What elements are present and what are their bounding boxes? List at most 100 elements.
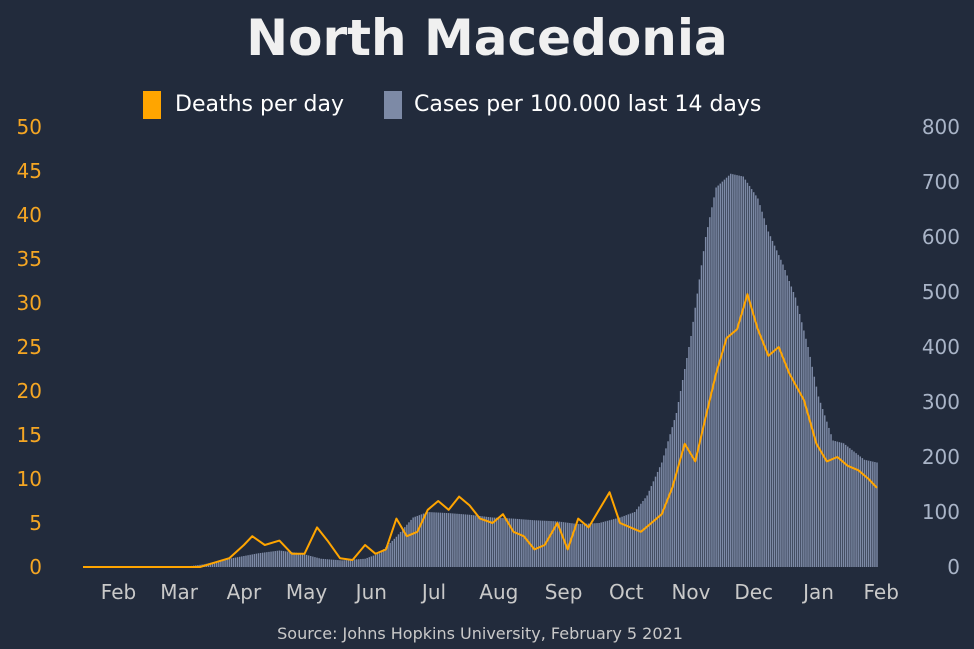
cases-bar bbox=[863, 459, 866, 567]
cases-bar bbox=[876, 462, 878, 567]
cases-bar bbox=[554, 521, 556, 567]
cases-bar bbox=[625, 515, 627, 567]
cases-bar bbox=[456, 513, 458, 567]
cases-bar bbox=[717, 185, 719, 568]
cases-bar bbox=[443, 512, 446, 567]
left-axis-ticks: 0 5 10 15 20 25 30 35 40 45 50 bbox=[17, 115, 42, 579]
cases-bar bbox=[397, 534, 400, 567]
x-tick-label: Dec bbox=[734, 580, 773, 604]
cases-bar bbox=[819, 402, 822, 567]
cases-bar bbox=[420, 514, 423, 567]
cases-bar bbox=[560, 521, 563, 567]
cases-bar bbox=[387, 545, 389, 567]
cases-bar bbox=[236, 557, 239, 567]
cases-bar bbox=[245, 555, 247, 567]
cases-bar bbox=[801, 322, 803, 567]
cases-bar bbox=[665, 448, 667, 567]
x-tick-label: Oct bbox=[609, 580, 644, 604]
cases-bar bbox=[228, 558, 230, 567]
cases-bar bbox=[297, 552, 299, 567]
cases-bar bbox=[755, 195, 757, 568]
cases-bar bbox=[408, 522, 410, 567]
cases-bar bbox=[238, 556, 241, 567]
cases-bar bbox=[577, 524, 579, 567]
cases-bar bbox=[730, 173, 732, 567]
cases-bar bbox=[264, 552, 266, 567]
cases-bar bbox=[638, 506, 640, 567]
cases-bar bbox=[696, 293, 699, 567]
cases-bar bbox=[270, 551, 272, 567]
cases-bar bbox=[314, 557, 316, 567]
cases-bar bbox=[362, 558, 364, 567]
cases-bars bbox=[184, 173, 878, 568]
cases-bar bbox=[510, 518, 513, 567]
cases-bar bbox=[429, 512, 431, 567]
cases-bar bbox=[585, 523, 588, 567]
cases-bar bbox=[437, 512, 439, 567]
cases-bar bbox=[621, 516, 623, 567]
cases-bar bbox=[675, 413, 678, 567]
cases-bar bbox=[552, 521, 554, 567]
cases-bar bbox=[506, 518, 508, 567]
cases-bar bbox=[727, 175, 730, 567]
left-tick-label: 20 bbox=[17, 379, 42, 403]
cases-bar bbox=[320, 558, 322, 567]
cases-bar bbox=[550, 521, 552, 567]
cases-bar bbox=[427, 512, 429, 567]
right-tick-label: 300 bbox=[922, 390, 960, 414]
cases-bar bbox=[491, 517, 494, 567]
cases-bar bbox=[590, 523, 592, 567]
cases-bar bbox=[518, 519, 521, 567]
cases-bar bbox=[805, 338, 807, 567]
right-tick-label: 500 bbox=[922, 280, 960, 304]
cases-bar bbox=[830, 434, 832, 567]
cases-bar bbox=[385, 547, 387, 567]
cases-bar bbox=[234, 557, 237, 567]
x-tick-label: Jul bbox=[420, 580, 446, 604]
cases-bar bbox=[282, 551, 285, 567]
cases-bar bbox=[870, 461, 872, 568]
left-tick-label: 0 bbox=[29, 555, 42, 579]
cases-bar bbox=[824, 415, 826, 567]
cases-bar bbox=[623, 515, 625, 567]
cases-bar bbox=[378, 553, 381, 567]
cases-bar bbox=[399, 531, 402, 567]
cases-bar bbox=[583, 523, 586, 567]
cases-bar bbox=[326, 559, 329, 567]
cases-bar bbox=[216, 561, 218, 567]
cases-bar bbox=[608, 520, 611, 567]
cases-bar bbox=[466, 514, 469, 567]
cases-bar bbox=[606, 520, 609, 567]
cases-bar bbox=[811, 366, 813, 567]
cases-bar bbox=[613, 519, 615, 567]
cases-bar bbox=[222, 560, 224, 568]
right-tick-label: 600 bbox=[922, 225, 960, 249]
cases-bar bbox=[259, 552, 262, 567]
cases-bar bbox=[322, 558, 325, 567]
cases-bar bbox=[546, 520, 548, 567]
cases-bar bbox=[558, 521, 561, 568]
cases-bar bbox=[468, 514, 471, 567]
cases-bar bbox=[339, 560, 341, 567]
cases-bar bbox=[284, 551, 287, 567]
legend: Deaths per day Cases per 100.000 last 14… bbox=[143, 91, 761, 119]
cases-bar bbox=[615, 518, 617, 567]
cases-bar bbox=[324, 559, 327, 567]
cases-bar bbox=[383, 549, 385, 568]
cases-bar bbox=[287, 551, 289, 567]
cases-bar bbox=[347, 559, 350, 567]
cases-bar bbox=[498, 517, 500, 567]
right-axis-ticks: 0 100 200 300 400 500 600 700 800 bbox=[922, 115, 960, 579]
cases-bar bbox=[798, 314, 801, 567]
cases-bar bbox=[293, 552, 295, 567]
cases-bar bbox=[567, 522, 569, 567]
cases-bar bbox=[213, 561, 216, 567]
cases-bar bbox=[633, 512, 636, 567]
cases-bar bbox=[243, 556, 245, 567]
cases-bar bbox=[838, 442, 841, 567]
source-note: Source: Johns Hopkins University, Februa… bbox=[277, 624, 683, 643]
cases-bar bbox=[374, 554, 377, 567]
cases-bar bbox=[278, 550, 281, 567]
cases-bar bbox=[769, 236, 772, 567]
cases-bar bbox=[211, 562, 214, 567]
